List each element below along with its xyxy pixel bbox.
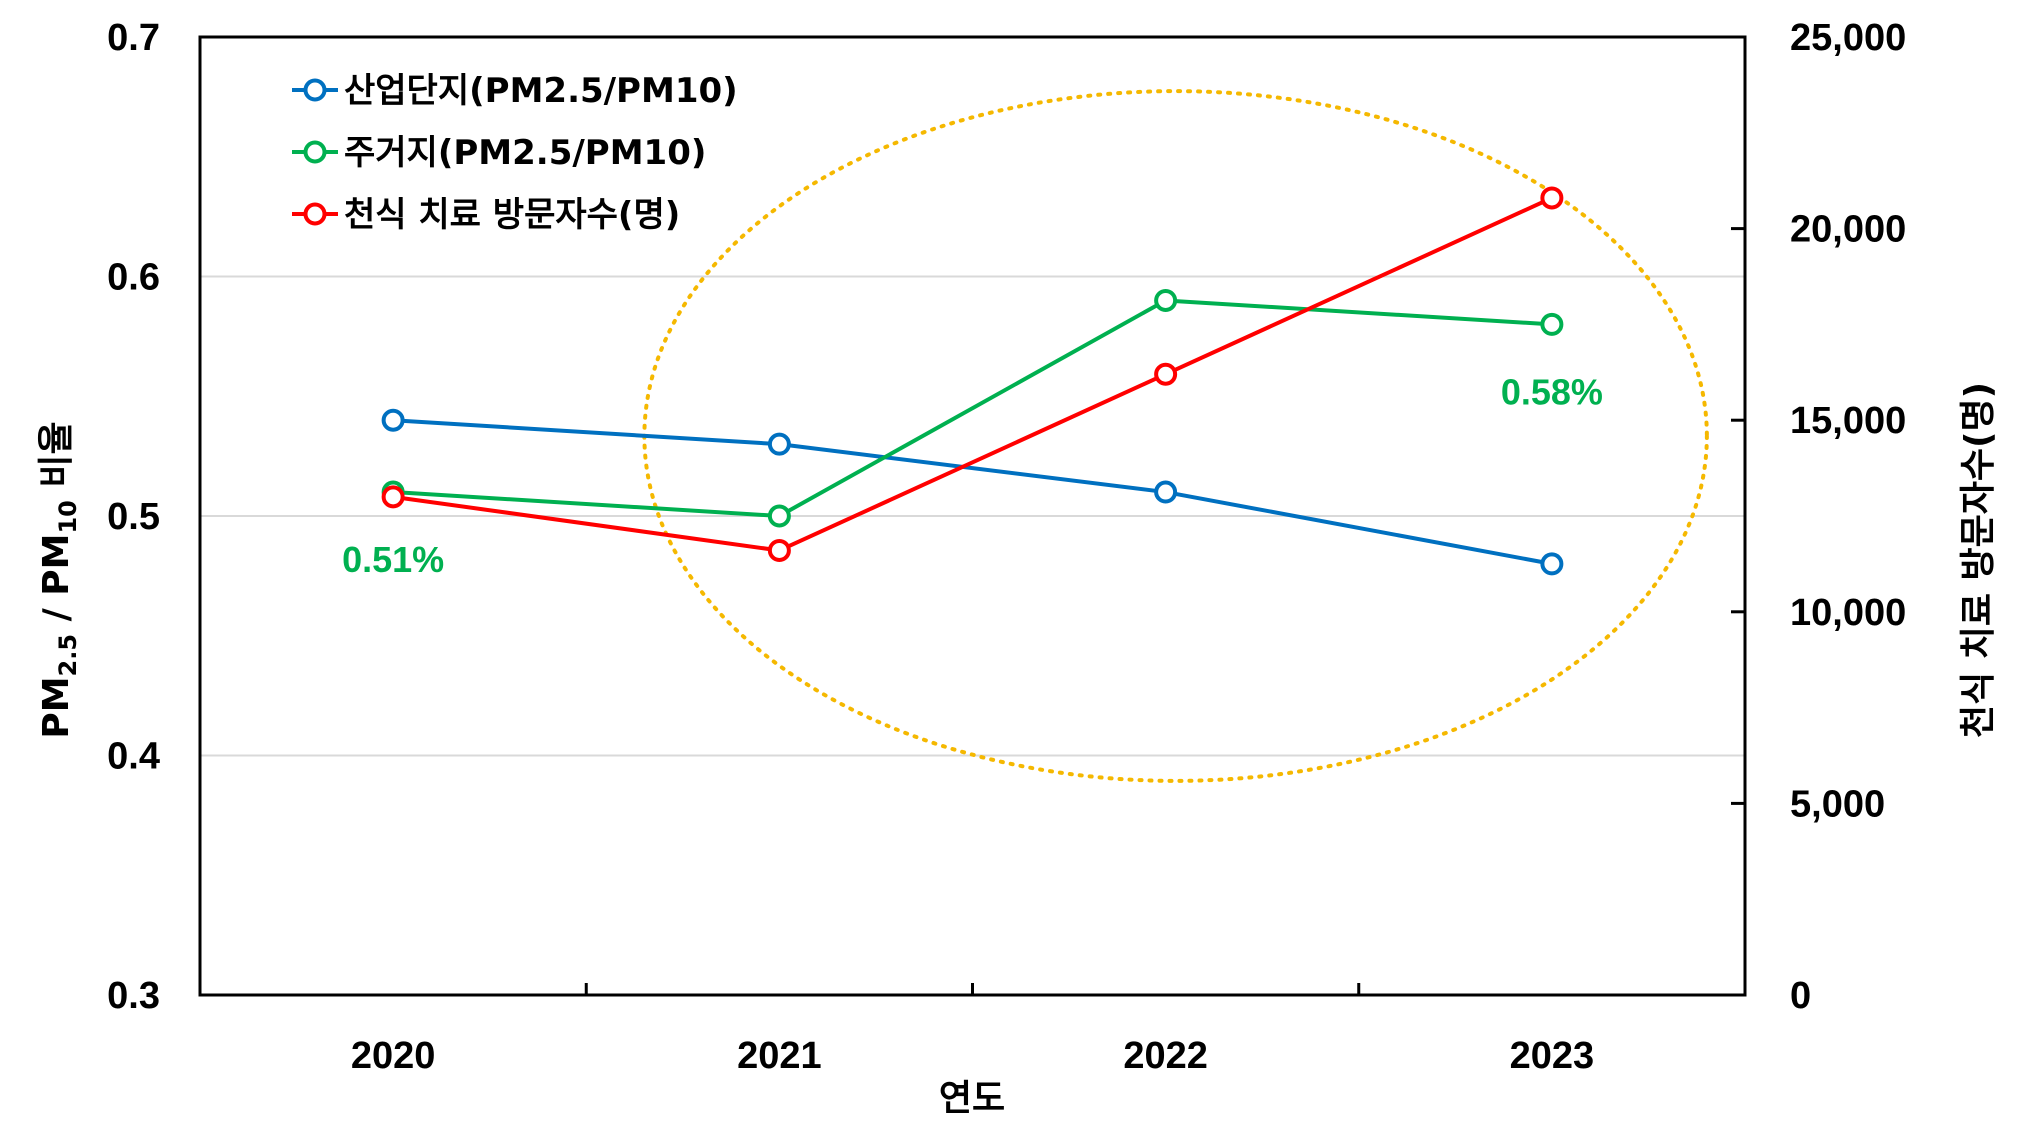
legend-label: 천식 치료 방문자수(명)	[344, 195, 680, 235]
left-axis-title-tail: 비율	[36, 421, 77, 500]
series-line-1	[393, 298, 1552, 518]
x-tick-label: 2020	[351, 1035, 436, 1077]
annotations: 0.51% 0.58%	[342, 371, 1603, 580]
x-axis-title: 연도	[939, 1078, 1005, 1119]
right-tick-label: 15,000	[1790, 400, 1906, 442]
series-line-0	[393, 418, 1553, 566]
legend-swatch-marker	[303, 78, 327, 102]
right-tick-label: 0	[1790, 975, 1811, 1017]
series-1-point	[767, 504, 791, 528]
right-axis-title: 천식 치료 방문자수(명)	[1958, 382, 1999, 738]
left-axis-title: PM2.5 / PM10 비율	[36, 421, 82, 738]
x-axis-tick-marks	[584, 983, 1361, 995]
x-tick-label: 2021	[737, 1035, 822, 1077]
series-1-point	[1154, 288, 1178, 312]
right-tick-label: 20,000	[1790, 209, 1906, 251]
left-tick-label: 0.4	[107, 736, 160, 778]
annotation-label: 0.51%	[342, 539, 444, 580]
left-axis-title-sub-25: 2.5	[54, 634, 82, 677]
x-tick-label: 2022	[1123, 1035, 1208, 1077]
right-tick-label: 10,000	[1790, 592, 1906, 634]
series-0-point	[1154, 480, 1178, 504]
series-0-point	[381, 408, 405, 432]
right-tick-label: 25,000	[1790, 17, 1906, 59]
legend-label: 주거지(PM2.5/PM10)	[344, 133, 706, 173]
right-axis-tick-marks	[1731, 35, 1745, 997]
left-axis-title-mid: / PM	[36, 534, 77, 634]
annotation-label: 0.58%	[1501, 371, 1603, 412]
left-tick-label: 0.5	[107, 496, 160, 538]
legend-swatch-marker	[303, 202, 327, 226]
legend: 산업단지(PM2.5/PM10) 주거지(PM2.5/PM10) 천식 치료 방문자…	[292, 71, 738, 235]
series-2-point	[1540, 186, 1564, 210]
series-2-point	[381, 485, 405, 509]
legend-label: 산업단지(PM2.5/PM10)	[344, 71, 738, 111]
series-2-point	[1154, 362, 1178, 386]
gridlines	[200, 275, 1745, 757]
left-axis-title-pm: PM	[36, 676, 77, 738]
left-tick-label: 0.3	[107, 975, 160, 1017]
x-axis-tick-labels: 2020 2021 2022 2023	[351, 1035, 1594, 1077]
series-1-point	[1540, 312, 1564, 336]
left-tick-label: 0.6	[107, 257, 160, 299]
series-0-point	[767, 432, 791, 456]
right-axis-tick-labels: 0 5,000 10,000 15,000 20,000 25,000	[1790, 17, 1906, 1017]
series-line-2	[392, 196, 1553, 553]
x-tick-label: 2023	[1510, 1035, 1595, 1077]
series-2-point	[767, 538, 791, 562]
series-layer	[381, 186, 1564, 576]
left-tick-label: 0.7	[107, 17, 160, 59]
right-tick-label: 5,000	[1790, 783, 1885, 825]
left-axis-tick-labels: 0.3 0.4 0.5 0.6 0.7	[107, 17, 160, 1017]
series-0-point	[1540, 552, 1564, 576]
left-axis-title-sub-10: 10	[54, 500, 82, 533]
legend-swatch-marker	[303, 140, 327, 164]
